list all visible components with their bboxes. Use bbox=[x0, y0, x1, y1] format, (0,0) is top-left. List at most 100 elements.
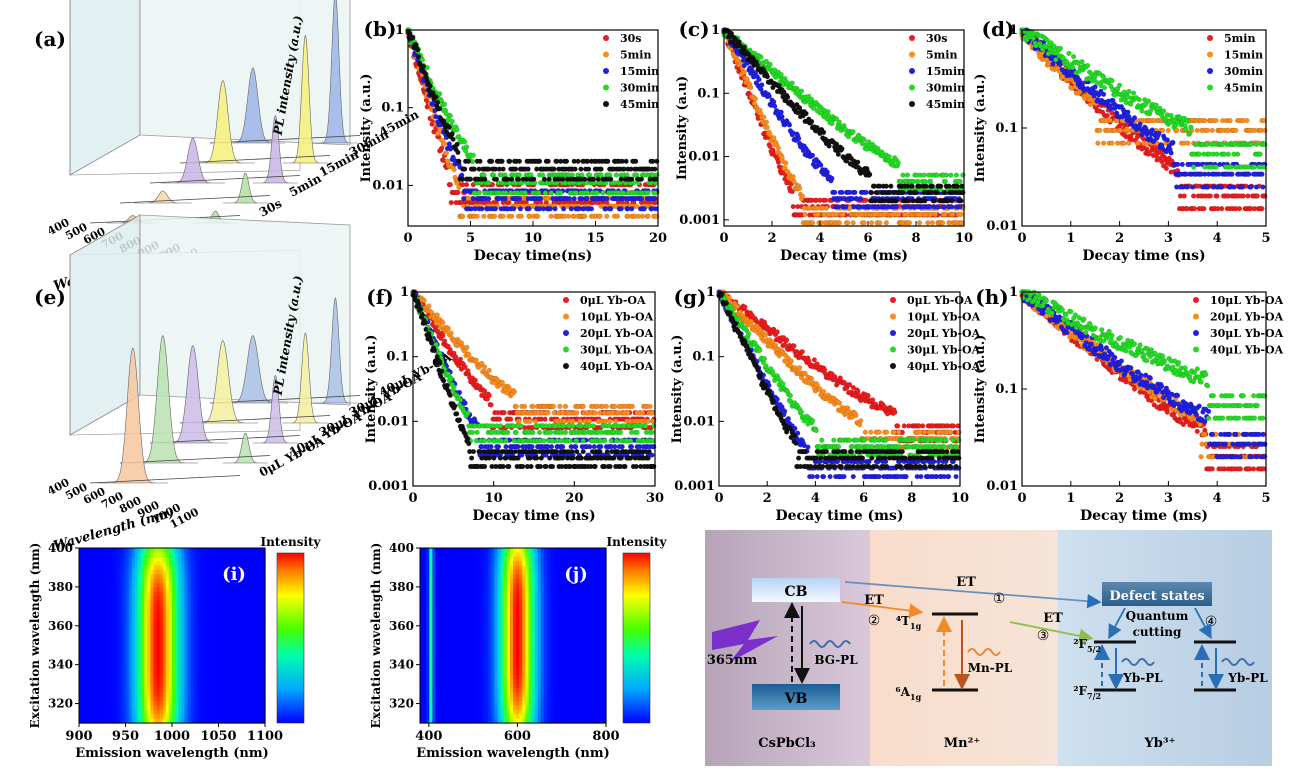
data-point bbox=[1126, 140, 1132, 146]
data-point bbox=[565, 213, 571, 219]
data-point bbox=[421, 297, 427, 303]
data-point bbox=[598, 444, 604, 450]
data-point bbox=[500, 166, 506, 172]
data-point bbox=[580, 403, 586, 409]
data-point bbox=[546, 176, 552, 182]
data-point bbox=[1107, 118, 1113, 124]
data-point bbox=[590, 423, 596, 429]
data-point bbox=[492, 206, 498, 212]
y-tick-label: 0.1 bbox=[995, 121, 1018, 136]
x-tick-label: 0 bbox=[719, 231, 728, 246]
data-point bbox=[566, 196, 572, 202]
data-point bbox=[797, 185, 803, 191]
data-point bbox=[560, 444, 566, 450]
data-point bbox=[548, 444, 555, 450]
data-point bbox=[482, 463, 488, 470]
legend-label: 15min bbox=[620, 65, 659, 78]
data-point bbox=[440, 320, 446, 326]
legend-label: 30min bbox=[1224, 65, 1263, 78]
data-point bbox=[455, 149, 461, 155]
data-point bbox=[867, 171, 873, 178]
data-point bbox=[767, 61, 773, 67]
data-point bbox=[515, 455, 521, 461]
data-point bbox=[604, 196, 610, 202]
data-point bbox=[1254, 193, 1260, 199]
legend-marker bbox=[603, 51, 609, 58]
data-point bbox=[423, 326, 429, 332]
data-point bbox=[798, 88, 805, 94]
data-point bbox=[457, 397, 463, 403]
data-point bbox=[573, 444, 579, 450]
data-point bbox=[603, 403, 609, 409]
data-point bbox=[502, 196, 508, 202]
data-point bbox=[836, 220, 842, 226]
data-point bbox=[563, 158, 570, 164]
y-tick-label: 0.1 bbox=[697, 86, 720, 101]
data-point bbox=[577, 418, 583, 424]
y-axis-label: Intensity (a.u) bbox=[675, 76, 690, 180]
data-point bbox=[1187, 130, 1193, 136]
data-point bbox=[608, 438, 614, 444]
data-point bbox=[604, 213, 610, 219]
data-point bbox=[1097, 127, 1103, 133]
data-point bbox=[886, 190, 892, 196]
data-point bbox=[530, 429, 536, 435]
data-point bbox=[561, 423, 567, 429]
legend-marker bbox=[603, 35, 609, 41]
data-point bbox=[1156, 130, 1162, 137]
data-point bbox=[449, 131, 455, 137]
data-point bbox=[861, 137, 867, 143]
data-point bbox=[535, 213, 541, 219]
data-point bbox=[629, 176, 635, 182]
data-point bbox=[638, 176, 644, 182]
data-point bbox=[759, 82, 765, 88]
data-point bbox=[448, 200, 454, 206]
data-point bbox=[868, 190, 875, 196]
data-point bbox=[1053, 57, 1059, 63]
data-point bbox=[634, 429, 640, 435]
data-point bbox=[1240, 193, 1246, 199]
data-point bbox=[462, 400, 468, 406]
data-point bbox=[1213, 164, 1219, 170]
data-point bbox=[634, 203, 640, 209]
data-point bbox=[1202, 118, 1208, 124]
data-point bbox=[888, 183, 894, 189]
data-point bbox=[470, 152, 476, 158]
data-point bbox=[775, 145, 781, 151]
data-point bbox=[803, 111, 809, 117]
data-point bbox=[464, 182, 470, 188]
data-point bbox=[825, 109, 831, 115]
data-point bbox=[942, 211, 948, 218]
data-point bbox=[605, 158, 611, 164]
data-point bbox=[538, 455, 544, 461]
data-point bbox=[584, 196, 590, 202]
data-point bbox=[529, 444, 535, 450]
data-point bbox=[1135, 140, 1141, 146]
data-point bbox=[542, 190, 548, 196]
data-point bbox=[1168, 150, 1174, 156]
data-point bbox=[1139, 108, 1145, 114]
data-point bbox=[557, 403, 563, 409]
data-point bbox=[447, 182, 453, 188]
data-point bbox=[946, 183, 952, 189]
data-point bbox=[641, 206, 647, 212]
data-point bbox=[638, 196, 644, 202]
data-point bbox=[1251, 164, 1258, 170]
data-point bbox=[1214, 193, 1220, 199]
data-point bbox=[652, 196, 658, 202]
data-point bbox=[545, 410, 551, 416]
data-point bbox=[505, 429, 511, 435]
data-point bbox=[925, 220, 931, 226]
data-point bbox=[1227, 118, 1233, 124]
data-point bbox=[431, 348, 437, 354]
data-point bbox=[590, 176, 596, 182]
data-point bbox=[652, 190, 658, 196]
data-point bbox=[600, 190, 606, 196]
data-point bbox=[1228, 164, 1234, 170]
data-point bbox=[433, 94, 439, 100]
data-point bbox=[513, 166, 519, 172]
data-point bbox=[1205, 127, 1211, 133]
data-point bbox=[612, 403, 618, 409]
data-point bbox=[796, 136, 802, 142]
